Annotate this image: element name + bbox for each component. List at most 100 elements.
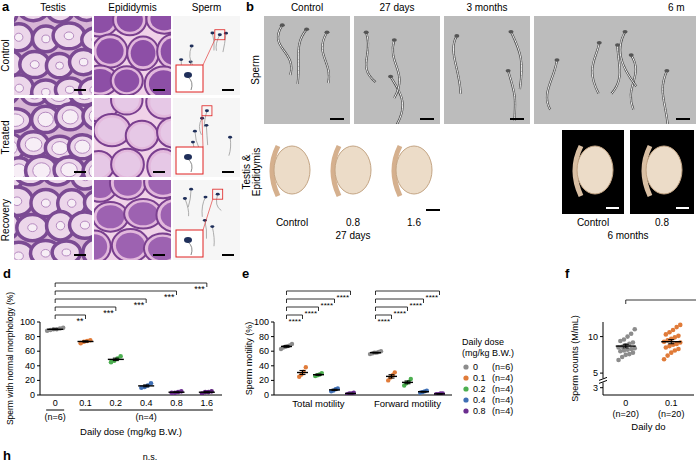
sperm-head bbox=[554, 58, 559, 62]
n-label: (n=4) bbox=[136, 412, 157, 422]
y-tick-label: 0 bbox=[30, 390, 35, 400]
column-title: Testis bbox=[40, 2, 66, 13]
tubule bbox=[14, 109, 31, 132]
sperm-tail bbox=[322, 32, 329, 83]
lumen bbox=[81, 180, 89, 181]
point bbox=[409, 377, 413, 381]
sperm-tail bbox=[508, 71, 515, 121]
testis bbox=[274, 146, 310, 194]
mean-line bbox=[313, 374, 324, 375]
sperm-head bbox=[629, 53, 634, 57]
panel-letter: h bbox=[3, 448, 11, 463]
sig-label: *** bbox=[103, 308, 114, 318]
duct-lumen bbox=[114, 180, 142, 196]
lumen bbox=[80, 221, 89, 229]
point bbox=[179, 389, 184, 394]
y-tick-label: 20 bbox=[25, 375, 35, 385]
sig-label: **** bbox=[410, 301, 422, 310]
sig-bracket bbox=[55, 291, 176, 295]
sperm-tail bbox=[278, 25, 291, 75]
lumen bbox=[41, 199, 50, 207]
sig-label: **** bbox=[337, 293, 349, 302]
lumen bbox=[62, 110, 78, 124]
micrograph bbox=[444, 16, 530, 124]
sperm-head bbox=[204, 196, 208, 199]
scale-bar bbox=[153, 171, 165, 173]
duct-lumen bbox=[150, 98, 171, 115]
sperm-tail bbox=[366, 32, 376, 82]
panel-letter: e bbox=[242, 266, 249, 281]
point bbox=[678, 323, 683, 328]
scale-bar bbox=[676, 207, 689, 209]
sperm-tail bbox=[611, 45, 619, 94]
sperm-tail bbox=[453, 36, 460, 94]
lumen bbox=[28, 224, 37, 232]
smear bbox=[173, 180, 240, 260]
sperm-head bbox=[210, 32, 214, 35]
group-line bbox=[80, 410, 213, 411]
smear bbox=[264, 16, 350, 124]
duct-lumen bbox=[149, 70, 171, 95]
lumen bbox=[56, 62, 64, 69]
sperm-tail bbox=[391, 76, 403, 124]
sperm-head bbox=[623, 30, 628, 34]
duct bbox=[144, 233, 171, 260]
lumen bbox=[52, 142, 68, 155]
testis bbox=[335, 146, 371, 194]
lumen bbox=[42, 35, 50, 43]
point bbox=[622, 337, 627, 342]
mean-line bbox=[661, 341, 681, 342]
mean-line bbox=[297, 372, 308, 373]
legend-title: Daily dose bbox=[462, 337, 504, 347]
y-tick-label: 100 bbox=[254, 317, 269, 327]
scale-bar bbox=[676, 118, 690, 120]
point bbox=[671, 328, 676, 333]
smear bbox=[444, 16, 530, 124]
micrograph bbox=[94, 98, 171, 177]
sig-label: *** bbox=[194, 284, 205, 294]
y-tick bbox=[37, 336, 40, 337]
duct-lumen bbox=[117, 16, 143, 32]
mean-line bbox=[281, 346, 292, 347]
lumen bbox=[25, 138, 42, 152]
inset bbox=[176, 147, 203, 174]
tubule bbox=[53, 23, 85, 49]
lumen bbox=[76, 98, 92, 100]
micrograph bbox=[264, 16, 350, 124]
point bbox=[393, 370, 397, 374]
lumen bbox=[15, 84, 23, 92]
duct bbox=[94, 35, 127, 68]
lumen bbox=[92, 36, 93, 43]
group-line bbox=[46, 410, 64, 411]
y-tick-label: 60 bbox=[259, 346, 269, 356]
point bbox=[118, 354, 123, 359]
x-axis bbox=[274, 395, 452, 396]
organ-label: 0.8 bbox=[655, 217, 669, 228]
micrograph bbox=[354, 16, 440, 124]
lumen bbox=[14, 197, 22, 206]
y-tick bbox=[600, 387, 603, 388]
point bbox=[149, 381, 154, 386]
sperm-head bbox=[364, 31, 369, 35]
point bbox=[625, 334, 630, 339]
micrograph bbox=[534, 16, 696, 124]
scale-bar bbox=[510, 118, 524, 120]
sperm-tail bbox=[298, 29, 307, 84]
point bbox=[616, 358, 621, 363]
sperm-head bbox=[597, 41, 602, 45]
sperm-tail bbox=[511, 32, 522, 89]
sperm-head bbox=[190, 45, 194, 48]
row-title: Treated bbox=[0, 120, 11, 154]
sperm-tail bbox=[620, 32, 636, 87]
sperm-tail bbox=[199, 118, 202, 135]
lumen bbox=[65, 86, 74, 93]
sperm-tail bbox=[202, 197, 206, 217]
smear bbox=[534, 16, 696, 124]
mean-line bbox=[169, 392, 185, 393]
sperm-tail bbox=[592, 43, 599, 94]
sperm-tail bbox=[393, 40, 400, 98]
sperm-tail bbox=[366, 32, 376, 82]
tubule bbox=[70, 212, 92, 238]
duct bbox=[127, 36, 159, 70]
y-tick-label: 3 bbox=[593, 383, 598, 393]
